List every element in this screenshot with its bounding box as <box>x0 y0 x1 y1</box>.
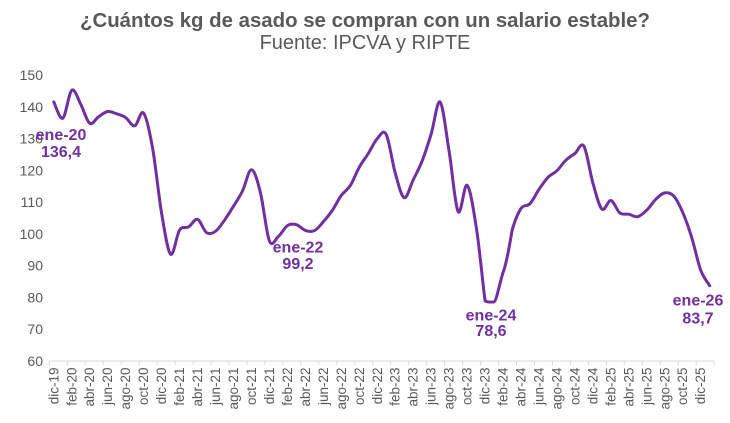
svg-text:dic-19: dic-19 <box>46 368 61 405</box>
svg-text:ago-25: ago-25 <box>657 368 672 410</box>
svg-text:ago-22: ago-22 <box>334 368 349 410</box>
svg-text:oct-20: oct-20 <box>136 368 151 406</box>
svg-text:jun-22: jun-22 <box>316 368 331 407</box>
svg-text:100: 100 <box>20 226 44 242</box>
svg-text:oct-22: oct-22 <box>352 368 367 406</box>
svg-text:78,6: 78,6 <box>475 323 506 340</box>
svg-text:abr-25: abr-25 <box>621 368 636 407</box>
svg-text:jun-24: jun-24 <box>532 367 547 406</box>
svg-text:oct-25: oct-25 <box>675 368 690 406</box>
svg-text:dic-22: dic-22 <box>370 368 385 405</box>
svg-text:140: 140 <box>20 99 44 115</box>
svg-text:83,7: 83,7 <box>682 310 713 327</box>
svg-text:Fuente: IPCVA y RIPTE: Fuente: IPCVA y RIPTE <box>260 32 471 54</box>
svg-text:80: 80 <box>27 289 43 305</box>
svg-text:abr-20: abr-20 <box>82 368 97 407</box>
svg-text:oct-23: oct-23 <box>460 368 475 406</box>
svg-text:90: 90 <box>27 258 43 274</box>
svg-text:abr-24: abr-24 <box>514 367 529 407</box>
svg-text:feb-22: feb-22 <box>280 368 295 406</box>
svg-text:ago-20: ago-20 <box>118 368 133 410</box>
svg-text:dic-23: dic-23 <box>478 368 493 405</box>
svg-text:jun-25: jun-25 <box>639 368 654 407</box>
svg-text:dic-20: dic-20 <box>154 368 169 405</box>
svg-text:jun-21: jun-21 <box>208 368 223 407</box>
svg-text:136,4: 136,4 <box>41 144 81 161</box>
svg-text:feb-23: feb-23 <box>388 368 403 406</box>
svg-text:dic-21: dic-21 <box>262 368 277 405</box>
svg-text:feb-20: feb-20 <box>64 368 79 406</box>
svg-text:60: 60 <box>27 353 43 369</box>
svg-text:abr-23: abr-23 <box>406 368 421 407</box>
svg-text:130: 130 <box>20 131 44 147</box>
svg-text:dic-25: dic-25 <box>693 368 708 405</box>
svg-text:oct-24: oct-24 <box>567 367 582 405</box>
svg-text:70: 70 <box>27 321 43 337</box>
svg-text:ene-22: ene-22 <box>273 240 324 257</box>
svg-text:ene-26: ene-26 <box>673 293 724 310</box>
svg-text:jun-23: jun-23 <box>424 368 439 407</box>
svg-text:99,2: 99,2 <box>282 256 313 273</box>
svg-text:¿Cuántos kg de asado se compra: ¿Cuántos kg de asado se compran con un s… <box>80 10 650 32</box>
svg-text:ago-24: ago-24 <box>550 367 565 410</box>
svg-text:jun-20: jun-20 <box>100 368 115 407</box>
svg-text:150: 150 <box>20 67 44 83</box>
svg-text:110: 110 <box>21 194 44 210</box>
svg-text:abr-22: abr-22 <box>298 368 313 407</box>
svg-text:abr-21: abr-21 <box>190 368 205 407</box>
svg-text:ene-24: ene-24 <box>466 308 517 325</box>
svg-text:dic-24: dic-24 <box>585 367 600 404</box>
svg-text:ago-21: ago-21 <box>226 368 241 410</box>
svg-text:120: 120 <box>20 162 44 178</box>
svg-text:ene-20: ene-20 <box>36 127 87 144</box>
svg-text:oct-21: oct-21 <box>244 368 259 406</box>
svg-text:feb-25: feb-25 <box>603 368 618 406</box>
svg-text:ago-23: ago-23 <box>442 368 457 410</box>
svg-text:feb-21: feb-21 <box>172 368 187 406</box>
svg-text:feb-24: feb-24 <box>496 367 511 406</box>
